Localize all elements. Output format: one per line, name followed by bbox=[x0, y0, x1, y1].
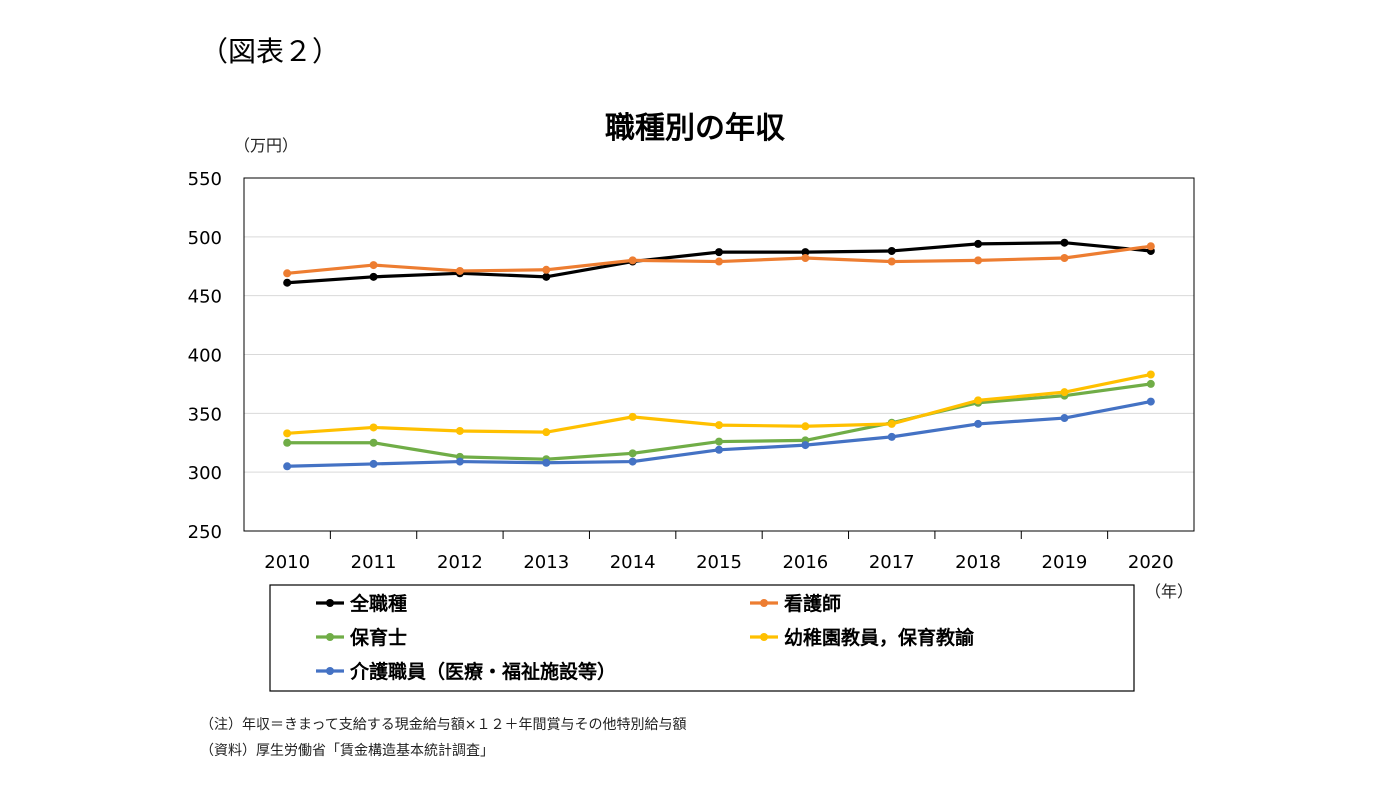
legend-marker bbox=[760, 633, 768, 641]
legend-item: 幼稚園教員，保育教諭 bbox=[750, 626, 975, 649]
data-point bbox=[887, 257, 896, 266]
note-text: （注）年収＝きまって支給する現金給与額×１２＋年間賞与その他特別給与額 bbox=[200, 717, 687, 733]
data-point bbox=[1060, 238, 1069, 247]
data-point bbox=[715, 248, 723, 257]
data-point bbox=[369, 459, 378, 468]
x-axis-unit-label: （年） bbox=[1145, 582, 1193, 601]
data-point bbox=[974, 419, 983, 428]
data-point bbox=[369, 261, 378, 270]
data-point bbox=[887, 246, 896, 255]
y-tick-label: 350 bbox=[188, 404, 222, 425]
legend-label: 看護師 bbox=[783, 592, 841, 615]
x-tick-label: 2010 bbox=[264, 552, 310, 573]
x-tick-label: 2016 bbox=[782, 552, 828, 573]
y-tick-label: 250 bbox=[188, 522, 222, 543]
x-tick-label: 2011 bbox=[351, 552, 397, 573]
legend-label: 保育士 bbox=[349, 626, 407, 649]
y-tick-label: 400 bbox=[188, 346, 222, 367]
data-point bbox=[887, 432, 896, 441]
y-tick-label: 450 bbox=[188, 287, 222, 308]
y-tick-label: 500 bbox=[188, 228, 222, 249]
data-point bbox=[715, 257, 723, 266]
data-point bbox=[715, 421, 723, 430]
series-4 bbox=[283, 397, 1155, 471]
plot-area-frame bbox=[243, 177, 1195, 532]
data-point bbox=[1146, 242, 1155, 251]
data-point bbox=[455, 457, 464, 466]
y-tick-label: 300 bbox=[188, 463, 222, 484]
data-point bbox=[1060, 388, 1069, 397]
x-tick-label: 2013 bbox=[523, 552, 569, 573]
data-point bbox=[974, 396, 983, 405]
data-point bbox=[369, 438, 378, 447]
legend-item: 保育士 bbox=[316, 626, 407, 649]
legend-label: 介護職員（医療・福祉施設等） bbox=[349, 660, 616, 683]
data-point bbox=[455, 426, 464, 435]
data-point bbox=[974, 239, 983, 248]
figure-label: （図表２） bbox=[200, 35, 341, 68]
source-text: （資料）厚生労働省「賃金構造基本統計調査」 bbox=[200, 743, 494, 759]
data-point bbox=[283, 278, 292, 287]
legend-item: 介護職員（医療・福祉施設等） bbox=[316, 660, 616, 683]
data-point bbox=[801, 441, 810, 450]
legend-marker bbox=[326, 633, 334, 641]
data-point bbox=[628, 412, 637, 421]
legend-marker bbox=[760, 599, 768, 607]
legend-marker bbox=[326, 667, 334, 675]
data-point bbox=[715, 445, 723, 454]
data-point bbox=[1060, 254, 1069, 263]
x-tick-label: 2018 bbox=[955, 552, 1001, 573]
legend-box bbox=[269, 584, 1135, 692]
chart-title: 職種別の年収 bbox=[605, 111, 786, 146]
data-point bbox=[628, 256, 637, 265]
legend-label: 幼稚園教員，保育教諭 bbox=[784, 626, 975, 649]
line-chart: 職種別の年収 （万円） （年） 250 300 350 400 450 500 550 20… bbox=[188, 111, 1195, 692]
data-point bbox=[1146, 397, 1155, 406]
y-tick-label: 550 bbox=[188, 169, 222, 190]
series-1 bbox=[283, 242, 1155, 278]
data-point bbox=[455, 266, 464, 275]
y-axis-tick-labels: 250 300 350 400 450 500 550 bbox=[188, 169, 222, 543]
legend-item: 全職種 bbox=[316, 592, 407, 615]
x-tick-label: 2015 bbox=[696, 552, 742, 573]
legend-item: 看護師 bbox=[750, 592, 841, 615]
data-point bbox=[369, 272, 378, 281]
y-axis-unit-label: （万円） bbox=[234, 136, 298, 155]
x-tick-label: 2014 bbox=[610, 552, 656, 573]
legend-label: 全職種 bbox=[349, 592, 407, 615]
data-point bbox=[801, 254, 810, 263]
data-point bbox=[542, 458, 551, 467]
data-point bbox=[1060, 414, 1069, 423]
data-point bbox=[283, 429, 292, 438]
data-point bbox=[887, 419, 896, 428]
x-tick-label: 2012 bbox=[437, 552, 483, 573]
data-point bbox=[715, 437, 723, 446]
x-tick-label: 2019 bbox=[1042, 552, 1088, 573]
data-point bbox=[801, 422, 810, 431]
x-tick-label: 2017 bbox=[869, 552, 915, 573]
series-line bbox=[285, 399, 1153, 468]
data-point bbox=[1146, 379, 1155, 388]
data-point bbox=[542, 272, 551, 281]
data-point bbox=[628, 457, 637, 466]
data-point bbox=[283, 462, 292, 471]
series-layer bbox=[283, 238, 1155, 471]
data-point bbox=[369, 423, 378, 432]
x-tick-label: 2020 bbox=[1128, 552, 1174, 573]
data-point bbox=[974, 256, 983, 265]
legend-marker bbox=[326, 599, 334, 607]
gridlines bbox=[244, 236, 1194, 473]
data-point bbox=[1146, 370, 1155, 379]
x-axis-tick-labels: 2010 2011 2012 2013 2014 2015 2016 2017 2018 2019… bbox=[264, 531, 1174, 573]
data-point bbox=[283, 269, 292, 278]
notes: （注）年収＝きまって支給する現金給与額×１２＋年間賞与その他特別給与額 （資料）… bbox=[200, 712, 686, 764]
data-point bbox=[542, 428, 551, 437]
data-point bbox=[628, 449, 637, 458]
data-point bbox=[283, 438, 292, 447]
data-point bbox=[801, 248, 810, 257]
series-3 bbox=[283, 370, 1155, 438]
data-point bbox=[542, 265, 551, 274]
